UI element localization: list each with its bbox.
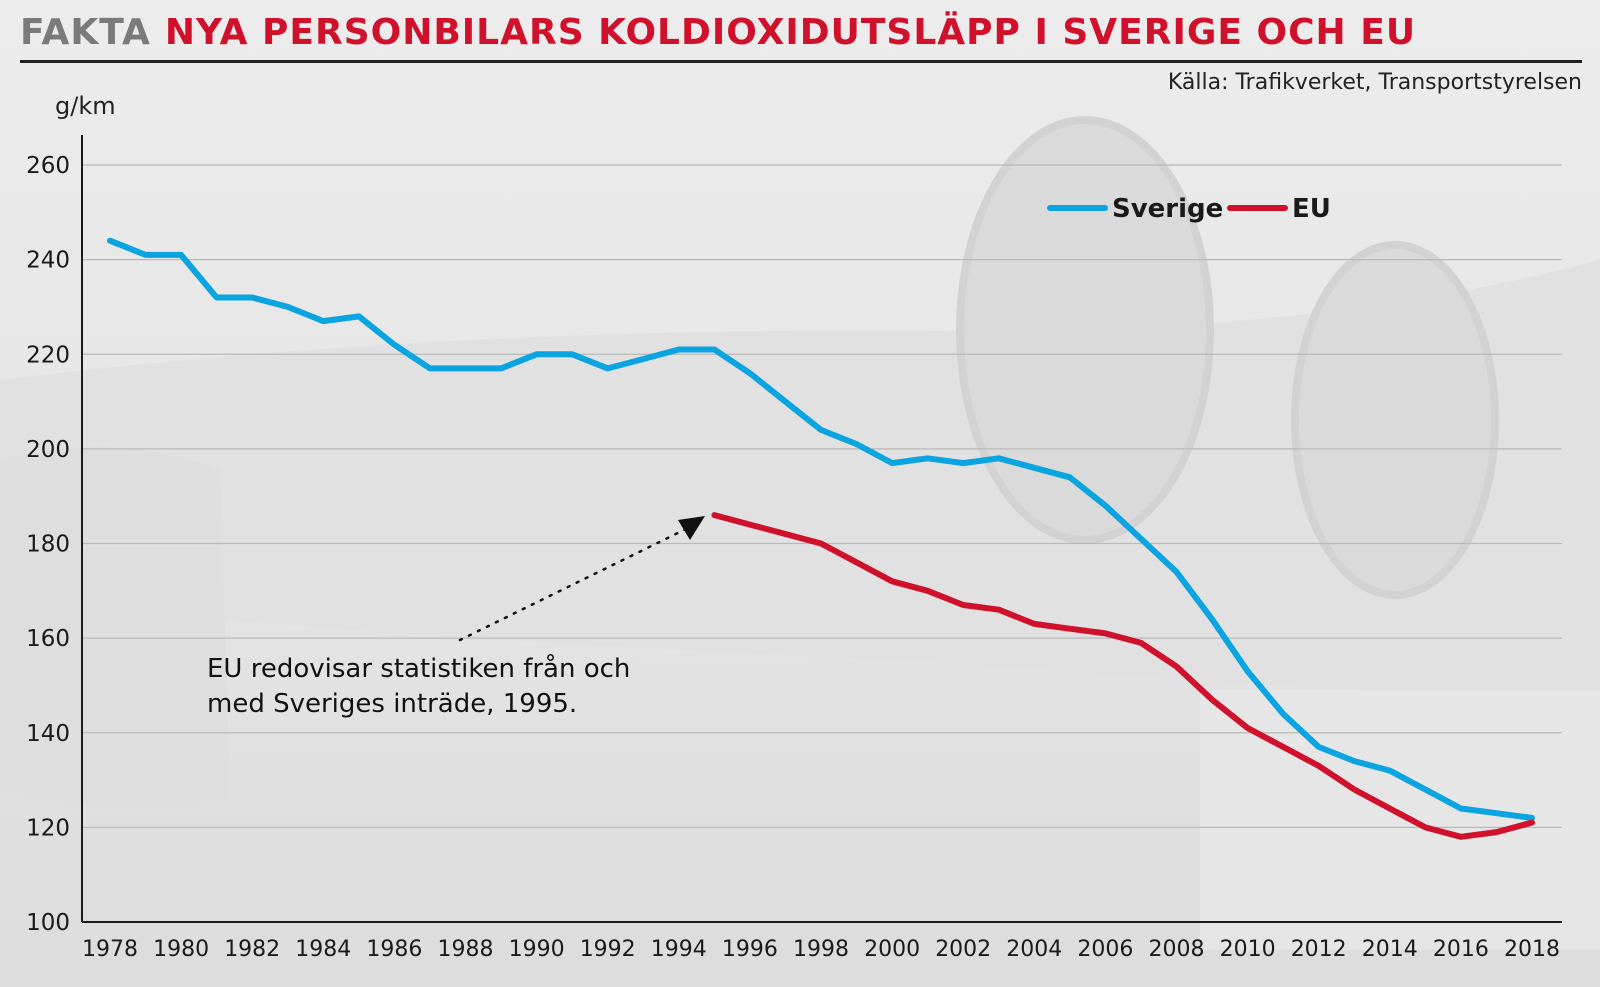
x-tick-label-1978: 1978 (82, 937, 138, 962)
y-tick-label-180: 180 (26, 532, 70, 558)
header-rule (20, 60, 1582, 63)
chart-title: NYA PERSONBILARS KOLDIOXIDUTSLÄPP I SVER… (164, 12, 1417, 53)
x-tick-label-1984: 1984 (295, 937, 351, 962)
x-tick-label-1990: 1990 (509, 937, 565, 962)
legend-label-eu: EU (1292, 194, 1331, 224)
y-tick-label-100: 100 (26, 910, 70, 936)
x-tick-label-2018: 2018 (1504, 937, 1560, 962)
annotation-line-1: EU redovisar statistiken från och (207, 654, 631, 684)
chart-header: FAKTA NYA PERSONBILARS KOLDIOXIDUTSLÄPP I… (20, 12, 1416, 53)
eu-annotation: EU redovisar statistiken från och med Sv… (207, 652, 687, 722)
x-tick-label-2012: 2012 (1291, 937, 1347, 962)
legend-label-sverige: Sverige (1112, 194, 1223, 224)
x-tick-label-2006: 2006 (1077, 937, 1133, 962)
y-axis-unit-label: g/km (55, 92, 116, 120)
y-tick-label-160: 160 (26, 626, 70, 652)
annotation-line-2: med Sveriges inträde, 1995. (207, 689, 578, 719)
series-line-eu (711, 512, 1535, 840)
series-line-sverige (107, 237, 1535, 821)
x-tick-label-2002: 2002 (935, 937, 991, 962)
y-tick-label-220: 220 (26, 342, 70, 368)
y-tick-label-260: 260 (26, 153, 70, 179)
y-tick-label-240: 240 (26, 248, 70, 274)
x-tick-label-2008: 2008 (1149, 937, 1205, 962)
x-tick-label-2010: 2010 (1220, 937, 1276, 962)
x-tick-label-1992: 1992 (580, 937, 636, 962)
x-tick-label-2016: 2016 (1433, 937, 1489, 962)
annotation-arrow-head (678, 516, 705, 540)
x-tick-label-2014: 2014 (1362, 937, 1418, 962)
y-tick-label-120: 120 (26, 815, 70, 841)
x-tick-label-1982: 1982 (224, 937, 280, 962)
y-tick-label-140: 140 (26, 721, 70, 747)
x-tick-label-1986: 1986 (366, 937, 422, 962)
x-tick-label-1988: 1988 (438, 937, 494, 962)
x-tick-label-1998: 1998 (793, 937, 849, 962)
source-note: Källa: Trafikverket, Transportstyrelsen (1167, 70, 1582, 95)
annotation-arrow-line (458, 526, 690, 642)
y-tick-label-200: 200 (26, 437, 70, 463)
header-kicker: FAKTA (20, 12, 151, 53)
x-tick-label-1980: 1980 (153, 937, 209, 962)
x-tick-label-2004: 2004 (1006, 937, 1062, 962)
x-tick-label-1996: 1996 (722, 937, 778, 962)
x-tick-label-1994: 1994 (651, 937, 707, 962)
x-tick-label-2000: 2000 (864, 937, 920, 962)
